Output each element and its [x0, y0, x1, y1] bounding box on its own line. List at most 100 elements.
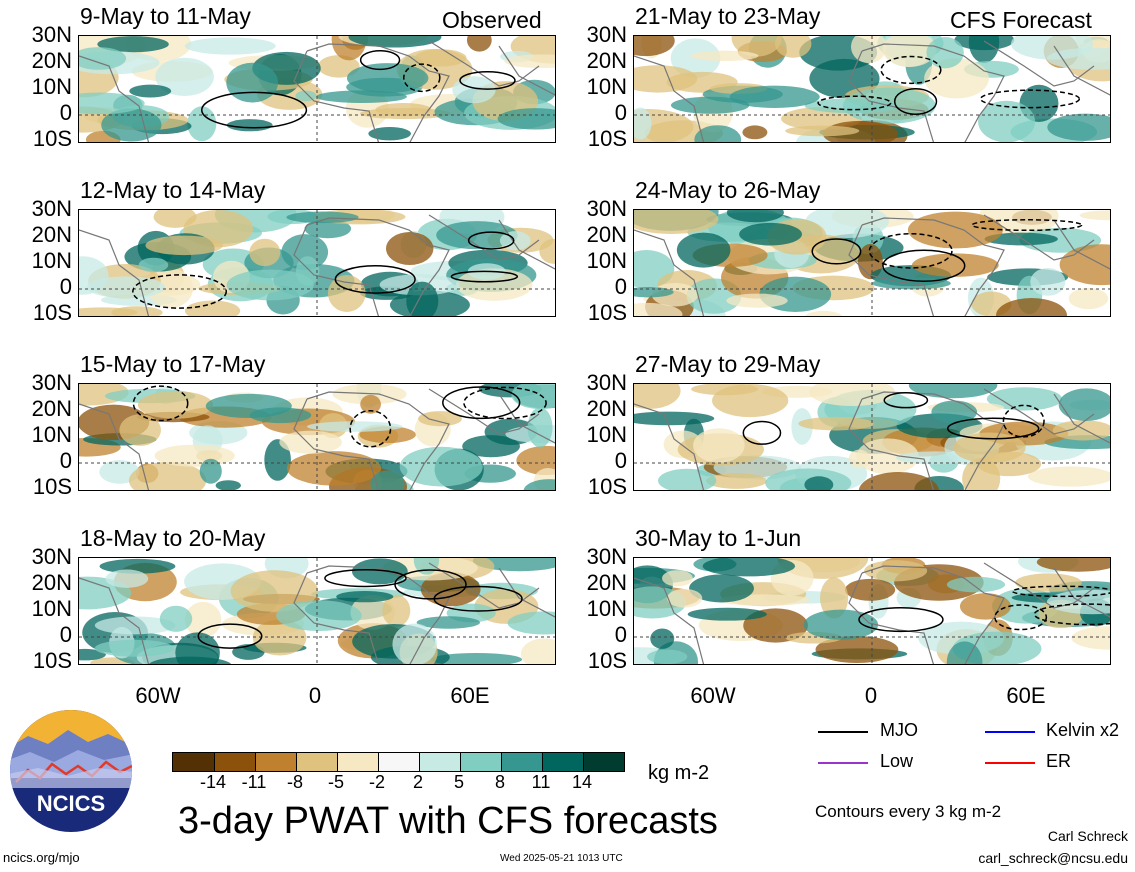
- contour-note: Contours every 3 kg m-2: [815, 802, 1002, 821]
- colorbar-swatch: [214, 753, 255, 771]
- lat-label: 0: [59, 448, 72, 473]
- lat-label: 30N: [586, 196, 627, 221]
- panel-left-4: [78, 557, 556, 665]
- colorbar: [172, 752, 625, 772]
- legend-label-kelvin: Kelvin x2: [1046, 720, 1120, 740]
- colorbar-swatch: [460, 753, 501, 771]
- footer-author: Carl Schreck: [1047, 828, 1128, 844]
- lat-label: 0: [614, 622, 627, 647]
- panel-right-3: [633, 383, 1111, 491]
- colorbar-swatch: [419, 753, 460, 771]
- lat-label: 30N: [586, 22, 627, 47]
- lat-label: 30N: [586, 370, 627, 395]
- lat-label: 10N: [586, 596, 627, 621]
- lat-label: 0: [59, 274, 72, 299]
- colorbar-tick: 11: [531, 772, 551, 792]
- colorbar-swatch: [255, 753, 296, 771]
- colorbar-tick: 5: [453, 772, 464, 792]
- lat-label: 10S: [587, 474, 627, 499]
- lat-label: 10N: [31, 248, 72, 273]
- lat-label: 20N: [586, 570, 627, 595]
- panel-title: 12-May to 14-May: [80, 177, 266, 203]
- panel-left-1: [78, 35, 556, 143]
- lat-label: 10S: [587, 126, 627, 151]
- panel-title: 15-May to 17-May: [80, 351, 266, 377]
- colorbar-swatch: [583, 753, 624, 771]
- colorbar-tick: -2: [368, 772, 385, 792]
- main-title: 3-day PWAT with CFS forecasts: [178, 800, 718, 842]
- lat-label: 20N: [31, 396, 72, 421]
- colorbar-tick: -5: [327, 772, 344, 792]
- legend-label-low: Low: [880, 751, 914, 771]
- legend-label-mjo: MJO: [880, 720, 918, 740]
- lat-label: 10S: [32, 648, 72, 673]
- panel-title: 27-May to 29-May: [635, 351, 821, 377]
- lat-label: 10N: [586, 74, 627, 99]
- footer-link[interactable]: ncics.org/mjo: [3, 850, 80, 865]
- colorbar-swatch: [337, 753, 378, 771]
- lat-label: 10N: [586, 248, 627, 273]
- lat-label: 30N: [31, 370, 72, 395]
- pwat-map: [634, 558, 1110, 664]
- legend-line-low: [818, 762, 868, 764]
- legend-line-kelvin: [985, 731, 1035, 733]
- colorbar-tick: -11: [241, 772, 267, 792]
- lat-label: 0: [614, 100, 627, 125]
- panel-right-1: [633, 35, 1111, 143]
- colorbar-swatch: [501, 753, 542, 771]
- lat-label: 10S: [587, 300, 627, 325]
- lat-label: 10N: [31, 596, 72, 621]
- lat-label: 30N: [586, 544, 627, 569]
- colorbar-tick: -8: [286, 772, 303, 792]
- colorbar-tick: 2: [412, 772, 423, 792]
- colorbar-tick: 14: [571, 772, 593, 792]
- colorbar-unit: kg m-2: [648, 762, 710, 784]
- lon-label: 60E: [1006, 683, 1046, 708]
- colorbar-swatch: [173, 753, 214, 771]
- lat-label: 30N: [31, 196, 72, 221]
- panel-title: 21-May to 23-May: [635, 3, 821, 29]
- panel-title: 18-May to 20-May: [80, 525, 266, 551]
- pwat-map: [634, 36, 1110, 142]
- lat-label: 10S: [587, 648, 627, 673]
- pwat-map: [634, 210, 1110, 316]
- lat-label: 30N: [31, 22, 72, 47]
- colorbar-tick: 8: [494, 772, 505, 792]
- panel-title: 24-May to 26-May: [635, 177, 821, 203]
- colorbar-swatch: [296, 753, 337, 771]
- legend-line-mjo: [818, 731, 868, 733]
- ncics-logo: NCICS: [10, 710, 132, 832]
- lat-label: 0: [614, 448, 627, 473]
- panel-right-2: [633, 209, 1111, 317]
- lat-label: 30N: [31, 544, 72, 569]
- lon-label: 60W: [690, 683, 736, 708]
- lon-label: 60W: [135, 683, 181, 708]
- lon-label: 0: [864, 683, 878, 708]
- lat-label: 0: [59, 100, 72, 125]
- lat-label: 10S: [32, 126, 72, 151]
- panel-left-3: [78, 383, 556, 491]
- legend-label-er: ER: [1046, 751, 1072, 771]
- panel-tag: Observed: [442, 7, 542, 33]
- footer-timestamp: Wed 2025-05-21 1013 UTC: [500, 853, 623, 864]
- lat-label: 20N: [31, 570, 72, 595]
- pwat-map: [79, 36, 555, 142]
- pwat-map: [79, 210, 555, 316]
- panel-right-4: [633, 557, 1111, 665]
- lat-label: 10N: [31, 74, 72, 99]
- colorbar-swatch: [542, 753, 583, 771]
- lat-label: 10S: [32, 474, 72, 499]
- lat-label: 20N: [586, 396, 627, 421]
- lat-label: 0: [614, 274, 627, 299]
- lat-label: 10N: [31, 422, 72, 447]
- panel-title: 9-May to 11-May: [80, 3, 251, 29]
- lat-label: 10N: [586, 422, 627, 447]
- colorbar-tick: -14: [199, 772, 226, 792]
- lat-label: 0: [59, 622, 72, 647]
- pwat-map: [79, 558, 555, 664]
- panel-tag: CFS Forecast: [950, 7, 1092, 33]
- lat-label: 20N: [586, 222, 627, 247]
- panel-left-2: [78, 209, 556, 317]
- lat-label: 20N: [31, 48, 72, 73]
- footer-email: carl_schreck@ncsu.edu: [978, 850, 1128, 866]
